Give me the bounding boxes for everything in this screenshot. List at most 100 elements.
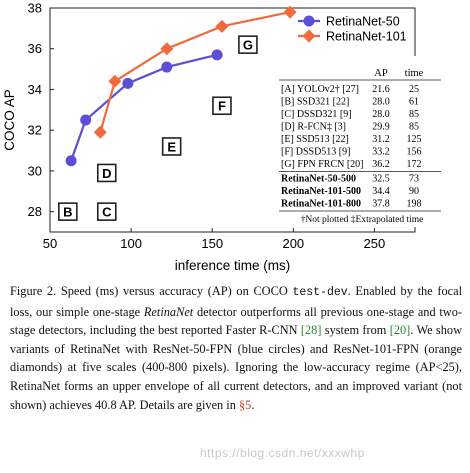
table-row-name: [C] DSSD321 [9]: [281, 109, 352, 120]
results-table: AP time [A] YOLOv2† [27] 21.6 25 [B] SSD321 […: [276, 56, 446, 227]
table-footnote: †Not plotted ‡Extrapolated time: [301, 215, 424, 225]
point-label-letter: C: [102, 205, 112, 220]
table-row-name: [D] R-FCN‡ [3]: [281, 122, 346, 133]
table-row-ap: 36.2: [372, 159, 390, 170]
series-1-point: [122, 77, 134, 89]
caption-text-3: detector outperforms all previous one-st…: [10, 304, 463, 338]
series-1-point: [161, 61, 173, 73]
x-tick-label: 200: [282, 236, 304, 251]
caption-text-1: Figure 2. Speed (ms) versus accuracy (AP…: [10, 284, 293, 298]
series-line-1: [70, 53, 218, 162]
table-header-ap: AP: [374, 68, 388, 79]
table-row-time: 90: [409, 186, 419, 197]
table-row-ap: 32.5: [372, 174, 390, 185]
point-label-c: C: [96, 202, 117, 221]
point-labels: G F E D B C: [58, 35, 258, 221]
watermark: https://blog.csdn.net/xxxwhp: [200, 446, 365, 460]
point-label-box: [58, 202, 78, 221]
table-row-ap: 31.2: [372, 134, 390, 145]
table-row-time: 85: [409, 109, 419, 120]
table-row-time: 198: [407, 199, 422, 210]
series-2-point: [215, 19, 229, 33]
point-label-box: [212, 96, 232, 116]
point-label-box: [161, 137, 182, 156]
table-header-time: time: [405, 68, 424, 79]
speed-accuracy-chart: 50 100 150 200 250 28 30 32 34 36 38 inference time…: [2, 0, 446, 273]
caption-text-2: . Enabled by the focal loss, our simple …: [10, 284, 462, 319]
table-row-time: 156: [407, 147, 422, 158]
table-row-name: [B] SSD321 [22]: [281, 97, 349, 108]
point-label-letter: F: [218, 99, 226, 114]
table-row-time: 172: [407, 159, 422, 170]
point-label-letter: G: [243, 38, 253, 53]
table-row-name: [F] DSSD513 [9]: [281, 147, 350, 158]
table-row-time: 85: [409, 122, 419, 133]
table-row-ap: 29.9: [372, 122, 390, 133]
table-row-name: [E] SSD513 [22]: [281, 134, 349, 145]
caption-dataset-name: test-dev: [292, 286, 348, 299]
table-row-ap: 28.0: [372, 109, 390, 120]
table-row-time: 25: [409, 84, 419, 95]
point-label-g: G: [238, 35, 258, 54]
figure-caption: Figure 2. Speed (ms) versus accuracy (AP…: [10, 282, 462, 414]
table-row-ap: 37.8: [372, 199, 390, 210]
series-2-point: [160, 42, 174, 56]
series-1-point: [211, 49, 223, 61]
caption-text-5: . We show variants of RetinaNet with Res…: [10, 323, 462, 412]
table-background: [276, 56, 446, 227]
series-2-point: [108, 74, 122, 88]
legend-marker-1: [303, 15, 315, 27]
point-label-box: [238, 35, 258, 54]
series-2-point: [93, 125, 107, 139]
table-row-name: [A] YOLOv2† [27]: [281, 84, 359, 95]
y-tick-label: 28: [28, 204, 42, 219]
caption-citation-20[interactable]: [20]: [389, 323, 411, 338]
y-tick-label: 34: [28, 82, 42, 97]
point-label-b: B: [58, 202, 78, 221]
table-row-time: 73: [409, 174, 419, 185]
table-row-time: 125: [407, 134, 422, 145]
point-label-box: [96, 202, 117, 221]
point-label-e: E: [161, 137, 182, 156]
caption-section-link[interactable]: §5: [239, 397, 252, 412]
caption-text-6: .: [251, 397, 255, 412]
point-label-letter: B: [63, 205, 72, 220]
axes: 50 100 150 200 250 28 30 32 34 36 38 inference time…: [2, 1, 416, 273]
x-tick-label: 50: [43, 236, 57, 251]
x-tick-label: 250: [364, 236, 386, 251]
series-lines: [65, 5, 297, 167]
table-row-ap: 28.0: [372, 97, 390, 108]
table-row-time: 61: [409, 97, 419, 108]
series-1-point: [80, 114, 92, 126]
caption-text-4: system from: [321, 323, 390, 338]
table-row-name: RetinaNet-101-800: [281, 199, 361, 210]
table-row-name: [G] FPN FRCN [20]: [281, 159, 364, 170]
table-row-name: RetinaNet-50-500: [281, 174, 356, 185]
series-2-point: [283, 5, 297, 19]
point-label-f: F: [212, 96, 232, 116]
caption-model-name: RetinaNet: [143, 304, 194, 319]
x-tick-label: 100: [120, 236, 142, 251]
legend-entry-1: RetinaNet-50: [326, 15, 400, 29]
caption-citation-28[interactable]: [28]: [300, 323, 322, 338]
series-1-point: [65, 155, 77, 167]
y-tick-label: 38: [28, 1, 42, 16]
table-row-ap: 33.2: [372, 147, 390, 158]
y-tick-label: 36: [28, 41, 42, 56]
table-row-name: RetinaNet-101-500: [281, 186, 361, 197]
point-label-box: [96, 163, 117, 183]
table-row-ap: 34.4: [372, 186, 390, 197]
y-axis-label: COCO AP: [2, 89, 17, 151]
legend-entry-2: RetinaNet-101: [326, 30, 407, 44]
point-label-d: D: [96, 163, 117, 183]
y-tick-label: 30: [28, 163, 42, 178]
y-tick-label: 32: [28, 123, 42, 138]
legend-marker-2: [302, 29, 316, 43]
point-label-letter: E: [167, 139, 176, 154]
x-axis-label: inference time (ms): [175, 258, 291, 273]
x-tick-label: 150: [201, 236, 223, 251]
series-line-2: [99, 10, 291, 133]
point-label-letter: D: [102, 166, 111, 181]
table-row-ap: 21.6: [372, 84, 390, 95]
